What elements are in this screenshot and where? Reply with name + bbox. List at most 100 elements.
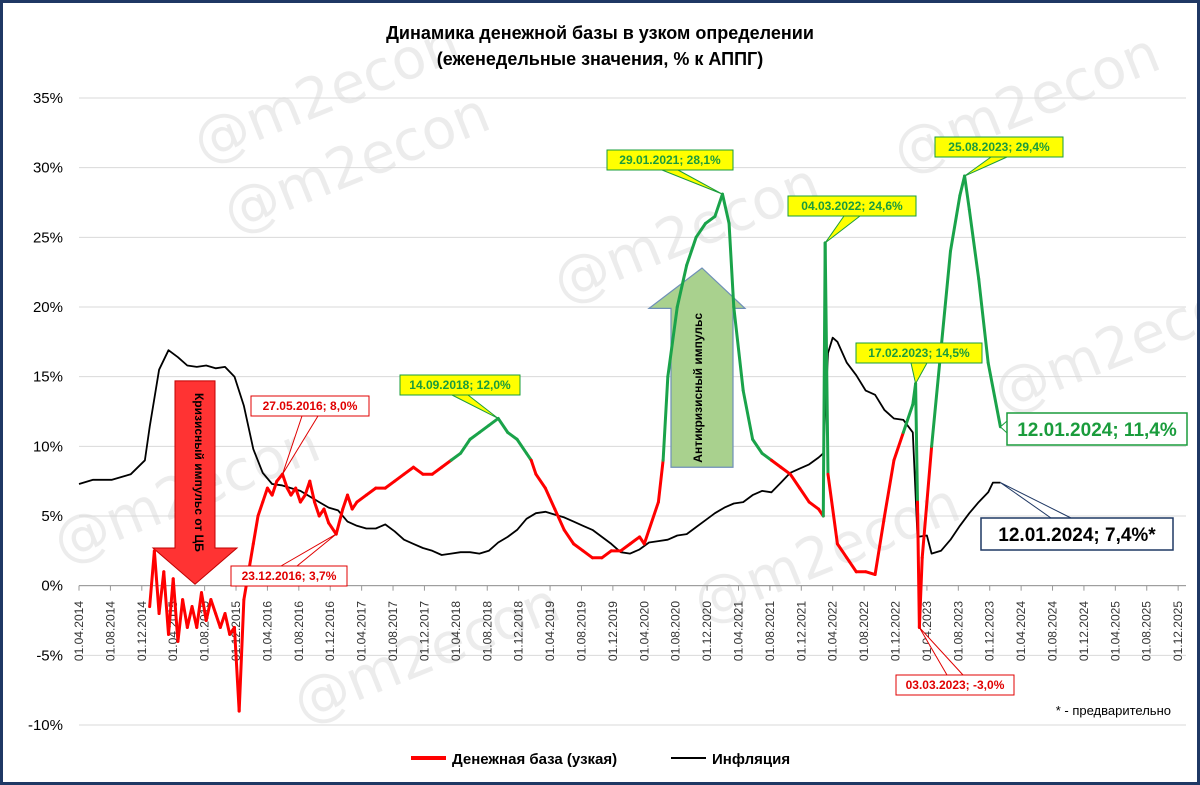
- money-base-segment: [769, 458, 783, 469]
- money-base-segment: [713, 192, 724, 218]
- money-base-segment: [459, 437, 472, 455]
- money-base-segment: [920, 444, 934, 560]
- chart-subtitle: (еженедельные значения, % к АППГ): [437, 49, 764, 69]
- money-base-segment: [647, 500, 660, 532]
- x-tick-label: 01.08.2018: [480, 601, 494, 661]
- money-base-segment: [176, 598, 185, 643]
- money-base-segment: [261, 486, 269, 504]
- money-base-segment: [572, 542, 585, 553]
- money-base-segment: [185, 605, 194, 629]
- money-base-segment: [760, 451, 773, 462]
- money-base-segment: [675, 263, 689, 309]
- money-base-segment: [209, 598, 218, 616]
- money-base-segment: [313, 500, 321, 518]
- x-tick-label: 01.12.2024: [1077, 601, 1091, 661]
- annotations: 27.05.2016; 8,0% 23.12.2016; 3,7% 14.09.20…: [230, 136, 1064, 696]
- y-axis-ticks: 35% 30% 25% 20% 15% 10% 5% 0% -5% -10%: [28, 90, 63, 734]
- money-base-segment: [171, 577, 180, 643]
- callout-pointer: [999, 419, 1008, 435]
- x-tick-label: 01.12.2019: [606, 601, 620, 661]
- money-base-segment: [845, 556, 858, 574]
- money-base-segment: [917, 556, 924, 629]
- money-base-segment: [883, 458, 896, 518]
- money-base-segment: [977, 277, 990, 365]
- money-base-segment: [162, 570, 171, 636]
- money-base-segment: [656, 458, 665, 504]
- money-base-segment: [181, 598, 189, 629]
- money-base-segment: [694, 221, 708, 239]
- x-tick-label: 01.12.2020: [700, 601, 714, 661]
- anticrisis-arrow-label: Антикризисный импульс: [691, 313, 705, 463]
- money-base-segment: [720, 192, 731, 225]
- crisis-arrow: [151, 380, 239, 585]
- x-tick-label: 01.12.2022: [889, 601, 903, 661]
- anticrisis-arrow: [647, 267, 747, 468]
- x-tick-label: 01.12.2023: [983, 601, 997, 661]
- legend-label-money-base: Денежная база (узкая): [452, 751, 617, 768]
- annotation-label: 25.08.2023; 29,4%: [948, 140, 1050, 154]
- money-base-segment: [515, 437, 529, 455]
- x-tick-label: 01.12.2025: [1171, 601, 1185, 661]
- watermark-text: @m2econ: [984, 260, 1197, 426]
- money-base-segment: [741, 389, 755, 441]
- x-tick-label: 01.08.2022: [857, 601, 871, 661]
- money-base-segment: [237, 598, 246, 713]
- x-tick-label: 01.04.2014: [72, 601, 86, 661]
- money-base-segment: [704, 214, 717, 225]
- x-tick-label: 01.04.2018: [449, 601, 463, 661]
- x-tick-label: 01.04.2021: [731, 601, 745, 661]
- money-base-segment: [666, 305, 679, 379]
- grid-lines: [79, 97, 1186, 726]
- money-base-segment: [901, 403, 915, 434]
- annotation-pointer: [910, 362, 928, 386]
- money-base-segment: [600, 549, 613, 560]
- series-lines: [78, 174, 1002, 713]
- x-axis-ticks: 01.04.2014 01.08.2014 01.12.2014 01.04.2015…: [72, 585, 1185, 661]
- money-base-segment: [581, 549, 594, 560]
- annotation-box: [606, 149, 734, 171]
- money-base-segment: [393, 472, 406, 483]
- y-tick-label: 35%: [33, 90, 63, 107]
- money-base-segment: [986, 361, 1002, 429]
- money-base-segment: [496, 416, 510, 434]
- legend: Денежная база (узкая) Инфляция: [411, 751, 790, 768]
- money-base-segment: [152, 549, 161, 616]
- x-tick-label: 01.12.2021: [794, 601, 808, 661]
- x-tick-label: 01.04.2016: [260, 601, 274, 661]
- money-base-segment: [199, 591, 208, 622]
- chart-title: Динамика денежной базы в узком определен…: [386, 23, 814, 43]
- money-base-segment: [732, 305, 745, 393]
- x-tick-label: 01.12.2014: [135, 601, 149, 661]
- x-tick-label: 01.08.2021: [763, 601, 777, 661]
- annotation-pointer: [451, 394, 499, 419]
- inflation-line: [78, 336, 1001, 556]
- x-tick-label: 01.08.2017: [386, 601, 400, 661]
- callout-money-base: 12.01.2024; 11,4%: [1017, 420, 1177, 441]
- money-base-segment: [346, 493, 354, 511]
- x-tick-label: 01.12.2016: [323, 601, 337, 661]
- money-base-segment: [930, 347, 943, 448]
- callout-box-money-base: [1006, 412, 1188, 446]
- money-base-segment: [914, 382, 919, 504]
- y-tick-label: 25%: [33, 229, 63, 246]
- x-tick-label: 01.08.2020: [669, 601, 683, 661]
- money-base-segment: [430, 465, 444, 476]
- money-base-segment: [477, 423, 491, 434]
- money-base-segment: [864, 570, 877, 577]
- money-base-segment: [661, 375, 670, 462]
- y-tick-label: -5%: [36, 647, 63, 664]
- money-base-segment: [334, 507, 345, 536]
- money-base-segment: [402, 465, 415, 476]
- money-base-segment: [195, 591, 203, 629]
- money-base-segment: [967, 207, 981, 281]
- y-tick-label: -10%: [28, 717, 63, 734]
- annotation-box: [230, 565, 348, 587]
- money-base-segment: [727, 221, 736, 309]
- money-base-segment: [383, 479, 397, 490]
- x-tick-label: 01.04.2022: [826, 601, 840, 661]
- annotation-label: 14.09.2018; 12,0%: [409, 378, 511, 392]
- money-base-segment: [826, 472, 839, 546]
- y-tick-label: 0%: [41, 578, 63, 595]
- callouts: 12.01.2024; 11,4% 12.01.2024; 7,4%*: [980, 412, 1188, 551]
- annotation-label: 29.01.2021; 28,1%: [619, 153, 721, 167]
